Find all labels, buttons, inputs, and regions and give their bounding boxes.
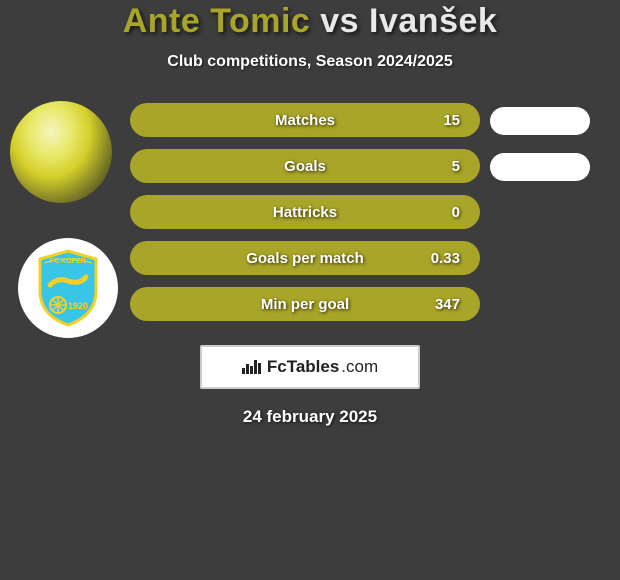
club-badge: 1920 FC KOPER — [18, 238, 118, 338]
stat-label: Hattricks — [273, 204, 337, 221]
stat-label: Matches — [275, 112, 335, 129]
stat-bar-gpm: Goals per match 0.33 — [130, 241, 480, 275]
stat-value: 15 — [443, 112, 460, 129]
page-title: Ante Tomic vs Ivanšek — [123, 2, 498, 41]
stat-label: Min per goal — [261, 296, 349, 313]
brand-part-2: .com — [341, 357, 378, 377]
title-part-1: Ante Tomic — [123, 2, 311, 40]
title-part-vs: vs — [320, 2, 369, 40]
branding-box: FcTables.com — [200, 345, 420, 389]
left-column: 1920 FC KOPER — [0, 103, 130, 321]
brand-part-1: FcTables — [267, 357, 339, 377]
stats-bars: Matches 15 Goals 5 Hattricks 0 Goals per… — [130, 103, 480, 321]
stat-bar-matches: Matches 15 — [130, 103, 480, 137]
avatar-image — [10, 101, 112, 203]
player-avatar — [10, 101, 112, 203]
chart-icon — [242, 360, 261, 374]
date-text: 24 february 2025 — [243, 407, 377, 427]
stat-bar-goals: Goals 5 — [130, 149, 480, 183]
stat-value: 5 — [452, 158, 460, 175]
right-pill-1 — [490, 107, 590, 135]
shield-icon: 1920 FC KOPER — [34, 249, 102, 327]
club-text: FC KOPER — [50, 258, 86, 265]
stat-value: 0 — [452, 204, 460, 221]
content-row: 1920 FC KOPER Matches 15 Goals 5 Hattric… — [0, 103, 620, 321]
stat-label: Goals per match — [246, 250, 364, 267]
stat-bar-mpg: Min per goal 347 — [130, 287, 480, 321]
branding-text: FcTables.com — [242, 357, 378, 377]
title-part-2: Ivanšek — [369, 2, 497, 40]
stat-label: Goals — [284, 158, 326, 175]
right-pill-2 — [490, 153, 590, 181]
stat-value: 347 — [435, 296, 460, 313]
subtitle: Club competitions, Season 2024/2025 — [167, 53, 452, 71]
stat-bar-hattricks: Hattricks 0 — [130, 195, 480, 229]
svg-text:1920: 1920 — [68, 301, 88, 311]
stat-value: 0.33 — [431, 250, 460, 267]
right-column — [480, 103, 620, 321]
